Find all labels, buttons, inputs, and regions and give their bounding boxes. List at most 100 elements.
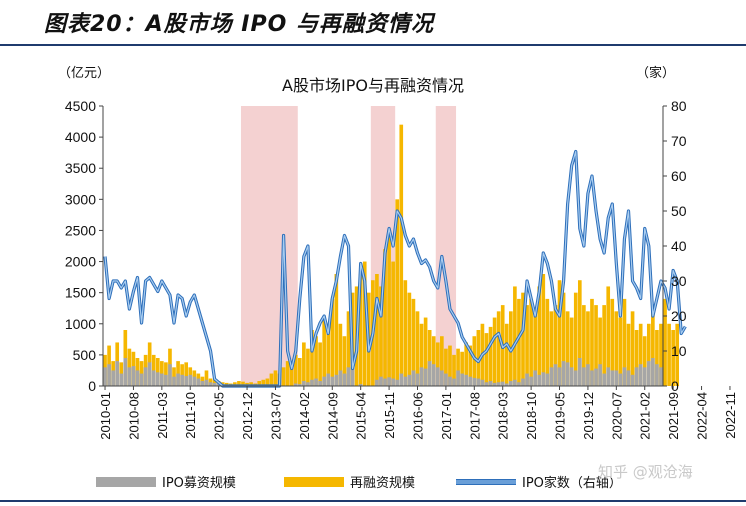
right-tick-label: 10: [671, 343, 687, 359]
ipo-count-line: [104, 150, 686, 387]
ipo-amount-bar: [541, 372, 546, 386]
right-tick-label: 30: [671, 273, 687, 289]
refinancing-bar: [127, 348, 132, 386]
refinancing-bar: [440, 336, 444, 386]
ipo-amount-bar: [399, 373, 404, 386]
ipo-amount-bar: [302, 381, 306, 386]
refinancing-bar: [387, 230, 391, 386]
ipo-amount-bar: [452, 378, 456, 386]
legend-label-ipo-count: IPO家数（右轴）: [522, 476, 622, 491]
ipo-amount-bar: [594, 368, 598, 386]
ipo-amount-bar: [192, 376, 197, 386]
ipo-amount-bar: [334, 374, 339, 386]
ipo-amount-bar: [306, 382, 310, 386]
ipo-amount-bar: [427, 361, 432, 386]
watermark: 知乎 @观沧海: [598, 463, 693, 481]
ipo-amount-bar: [573, 370, 578, 386]
refinancing-bar: [444, 348, 448, 386]
refinancing-bar: [269, 373, 274, 386]
refinancing-bar: [379, 286, 383, 386]
ipo-amount-bar: [342, 373, 347, 386]
ipo-amount-bar: [135, 370, 140, 386]
ipo-amount-bar: [326, 373, 331, 386]
refinancing-bar: [468, 345, 473, 386]
chart-title: A股市场IPO与再融资情况: [282, 76, 464, 95]
x-tick-label: 2018-03: [496, 392, 511, 440]
refinancing-bar: [241, 381, 245, 386]
ipo-amount-bar: [184, 376, 189, 386]
shaded-period-1: [370, 106, 396, 386]
refinancing-bar: [618, 317, 623, 386]
x-tick-label: 2012-12: [240, 392, 255, 440]
left-tick-label: 4500: [65, 98, 96, 114]
refinancing-bar: [302, 342, 306, 386]
refinancing-bar: [573, 292, 578, 386]
ipo-amount-bar: [115, 361, 120, 386]
refinancing-bar: [358, 274, 363, 386]
x-tick-label: 2013-07: [268, 392, 283, 440]
legend-swatch-ipo-amount: [96, 476, 156, 487]
ipo-amount-bar: [630, 374, 635, 386]
refinancing-bar: [642, 336, 647, 386]
ipo-amount-bar: [151, 370, 156, 386]
refinancing-bar: [569, 317, 574, 386]
ipo-amount-bar: [119, 373, 124, 386]
refinancing-bar: [557, 280, 562, 386]
x-tick-label: 2019-05: [553, 392, 568, 440]
refinancing-bar: [164, 362, 168, 386]
x-tick-label: 2014-09: [325, 392, 340, 440]
refinancing-bar: [322, 317, 326, 386]
refinancing-bar: [375, 274, 379, 386]
ipo-amount-bar: [322, 376, 326, 386]
x-tick-label: 2020-07: [609, 392, 624, 440]
ipo-amount-bar: [200, 381, 205, 386]
right-tick-label: 50: [671, 203, 687, 219]
ipo-amount-bar: [460, 373, 464, 386]
x-tick-label: 2010-01: [98, 392, 113, 440]
ipo-amount-bar: [403, 376, 408, 386]
refinancing-bar: [427, 330, 432, 386]
refinancing-bar: [297, 358, 302, 386]
ipo-amount-bar: [549, 367, 554, 386]
ipo-amount-bar: [646, 361, 651, 386]
ipo-amount-bar: [358, 384, 363, 386]
refinancing-bar: [545, 298, 550, 386]
ipo-amount-bar: [480, 379, 485, 386]
refinancing-bar: [318, 342, 322, 386]
ipo-amount-bar: [314, 378, 318, 386]
refinancing-bar: [492, 317, 497, 386]
ipo-amount-bar: [208, 382, 213, 386]
refinancing-bar: [289, 364, 294, 386]
refinancing-bar: [646, 323, 651, 386]
ipo-amount-bar: [500, 381, 505, 386]
refinancing-bar: [565, 311, 570, 386]
refinancing-bar: [306, 348, 310, 386]
refinancing-bar: [362, 261, 367, 386]
ipo-amount-bar: [297, 384, 302, 386]
ipo-amount-bar: [383, 378, 387, 386]
refinancing-bar: [614, 311, 619, 386]
ipo-amount-bar: [448, 376, 452, 386]
ipo-amount-bar: [172, 376, 176, 386]
bottom-divider: [0, 500, 746, 502]
refinancing-bar: [577, 280, 582, 386]
refinancing-bar: [521, 292, 525, 386]
left-tick-label: 500: [73, 347, 97, 363]
shaded-period-2: [435, 106, 457, 386]
refinancing-bar: [638, 323, 643, 386]
refinancing-bar: [472, 336, 477, 386]
ipo-amount-bar: [622, 367, 627, 386]
ipo-amount-bar: [155, 372, 160, 386]
refinancing-bar: [342, 336, 347, 386]
right-axis-unit: （家）: [636, 66, 676, 81]
left-tick-label: 1500: [65, 285, 96, 301]
ipo-amount-bar: [561, 361, 566, 386]
ipo-amount-bar: [614, 370, 619, 386]
left-tick-label: 1000: [65, 316, 96, 332]
ipo-amount-bar: [488, 381, 493, 386]
ipo-amount-bar: [395, 379, 400, 386]
ipo-amount-bar: [375, 379, 379, 386]
left-tick-label: 3000: [65, 191, 96, 207]
ipo-amount-bar: [212, 382, 217, 386]
